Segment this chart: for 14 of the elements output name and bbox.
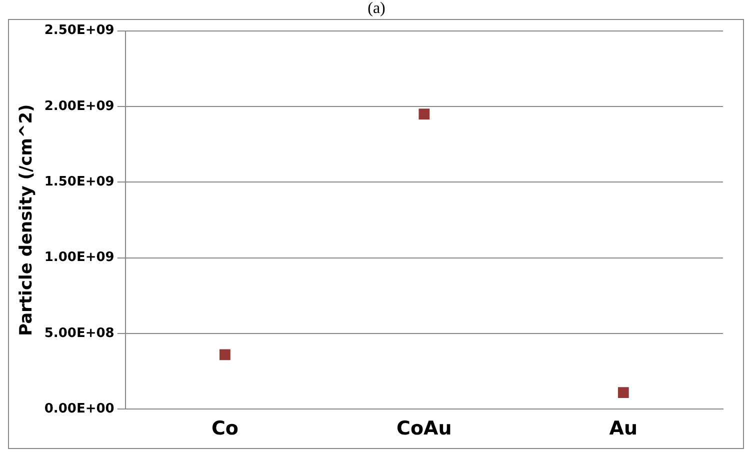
y-tick-label: 2.00E+09 (44, 98, 114, 114)
y-tick-label: 2.50E+09 (44, 23, 114, 38)
y-tick-label: 0.00E+00 (44, 402, 114, 417)
x-tick-label: Au (609, 418, 638, 440)
chart-title: (a) (366, 0, 386, 18)
x-tick-label: CoAu (396, 418, 452, 440)
y-axis-title: Particle density (/cm^2) (16, 104, 37, 336)
point (618, 387, 629, 398)
x-tick-label: Co (211, 418, 238, 440)
y-tick-label: 1.50E+09 (44, 174, 114, 190)
y-tick-label: 5.00E+08 (44, 326, 114, 341)
y-tick-label: 1.00E+09 (44, 250, 114, 266)
point (418, 108, 430, 120)
point (220, 349, 230, 360)
